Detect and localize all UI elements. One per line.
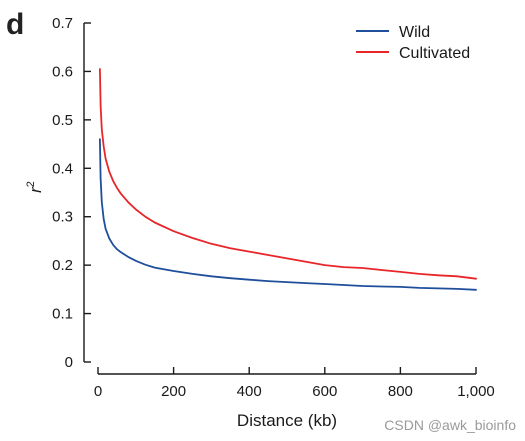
- watermark: CSDN @awk_bioinfo: [384, 417, 516, 433]
- x-tick-label: 1,000: [457, 383, 495, 400]
- y-tick-label: 0.3: [52, 209, 73, 226]
- plot-area: 0 0.1 0.2 0.3 0.4 0.5 0.6 0.7 0 200 400 600 800 1,00…: [52, 15, 495, 400]
- y-axis-title-base: r: [26, 186, 45, 193]
- y-tick-label: 0.1: [52, 306, 73, 323]
- x-tick-label: 600: [312, 383, 337, 400]
- y-tick-label: 0.6: [52, 63, 73, 80]
- y-tick-label: 0.5: [52, 112, 73, 129]
- y-axis-ticks: 0 0.1 0.2 0.3 0.4 0.5 0.6 0.7: [52, 15, 91, 371]
- y-tick-label: 0: [65, 354, 73, 371]
- series-line-wild: [99, 138, 477, 291]
- y-tick-label: 0.7: [52, 15, 73, 32]
- y-tick-label: 0.4: [52, 160, 73, 177]
- panel-label: d: [6, 8, 24, 41]
- legend: Wild Cultivated: [356, 24, 470, 62]
- series-line-cultivated: [99, 68, 477, 280]
- y-axis-title-superscript: 2: [25, 181, 37, 187]
- legend-label-wild: Wild: [399, 24, 430, 41]
- x-tick-label: 400: [237, 383, 262, 400]
- x-tick-label: 0: [94, 383, 102, 400]
- x-tick-label: 800: [388, 383, 413, 400]
- series-lines: [99, 68, 477, 291]
- x-axis-title: Distance (kb): [237, 411, 337, 430]
- y-axis-title: r2: [25, 181, 45, 193]
- x-tick-label: 200: [161, 383, 186, 400]
- legend-label-cultivated: Cultivated: [399, 45, 470, 62]
- x-axis-ticks: 0 200 400 600 800 1,000: [94, 367, 495, 400]
- y-tick-label: 0.2: [52, 257, 73, 274]
